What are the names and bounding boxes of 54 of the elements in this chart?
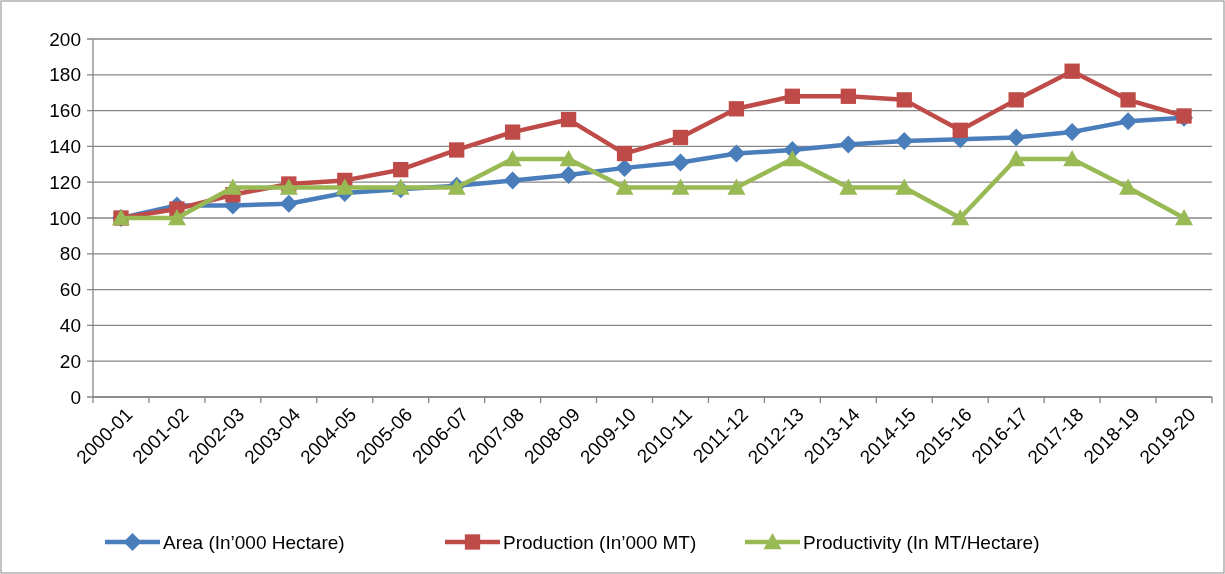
y-tick-label: 40: [59, 315, 81, 337]
y-tick-label: 180: [49, 64, 81, 86]
legend-label: Productivity (In MT/Hectare): [803, 531, 1040, 553]
legend-label: Area (In’000 Hectare): [163, 531, 345, 553]
point: [615, 178, 634, 195]
point: [503, 171, 522, 190]
y-tick-label: 60: [59, 279, 81, 301]
point: [1063, 149, 1082, 167]
point: [784, 88, 801, 104]
point: [504, 124, 521, 140]
point: [223, 178, 242, 195]
point: [839, 178, 858, 195]
point: [839, 135, 858, 154]
y-tick-label: 120: [49, 171, 81, 193]
point: [951, 209, 970, 226]
point: [895, 178, 914, 195]
point: [727, 144, 746, 163]
point: [560, 111, 577, 128]
point: [616, 145, 633, 162]
point: [840, 88, 856, 104]
y-tick-label: 0: [70, 386, 81, 408]
point: [393, 162, 409, 178]
point: [671, 153, 690, 172]
point: [1120, 92, 1136, 108]
point: [391, 178, 410, 195]
point: [1175, 209, 1194, 226]
point: [167, 209, 186, 226]
point: [672, 129, 689, 146]
point: [335, 178, 354, 195]
point: [503, 149, 522, 167]
point: [1064, 63, 1080, 79]
point: [952, 122, 968, 138]
point: [728, 101, 745, 117]
point: [671, 178, 690, 195]
point: [449, 142, 465, 158]
y-tick-label: 200: [49, 28, 81, 50]
point: [279, 194, 298, 213]
point: [1119, 178, 1138, 195]
point: [783, 149, 802, 167]
y-tick-label: 100: [49, 207, 81, 229]
y-tick-label: 20: [59, 350, 81, 372]
point: [559, 149, 578, 167]
point: [727, 178, 746, 195]
point: [1007, 128, 1026, 147]
point: [1119, 112, 1138, 131]
y-tick-label: 80: [59, 243, 81, 265]
y-tick-label: 140: [49, 136, 81, 158]
point: [1008, 92, 1024, 108]
point: [559, 166, 578, 185]
legend-label: Production (In’000 MT): [503, 531, 697, 553]
y-tick-label: 160: [49, 100, 81, 122]
point: [1007, 149, 1026, 167]
point: [896, 92, 912, 108]
point: [1063, 123, 1082, 142]
